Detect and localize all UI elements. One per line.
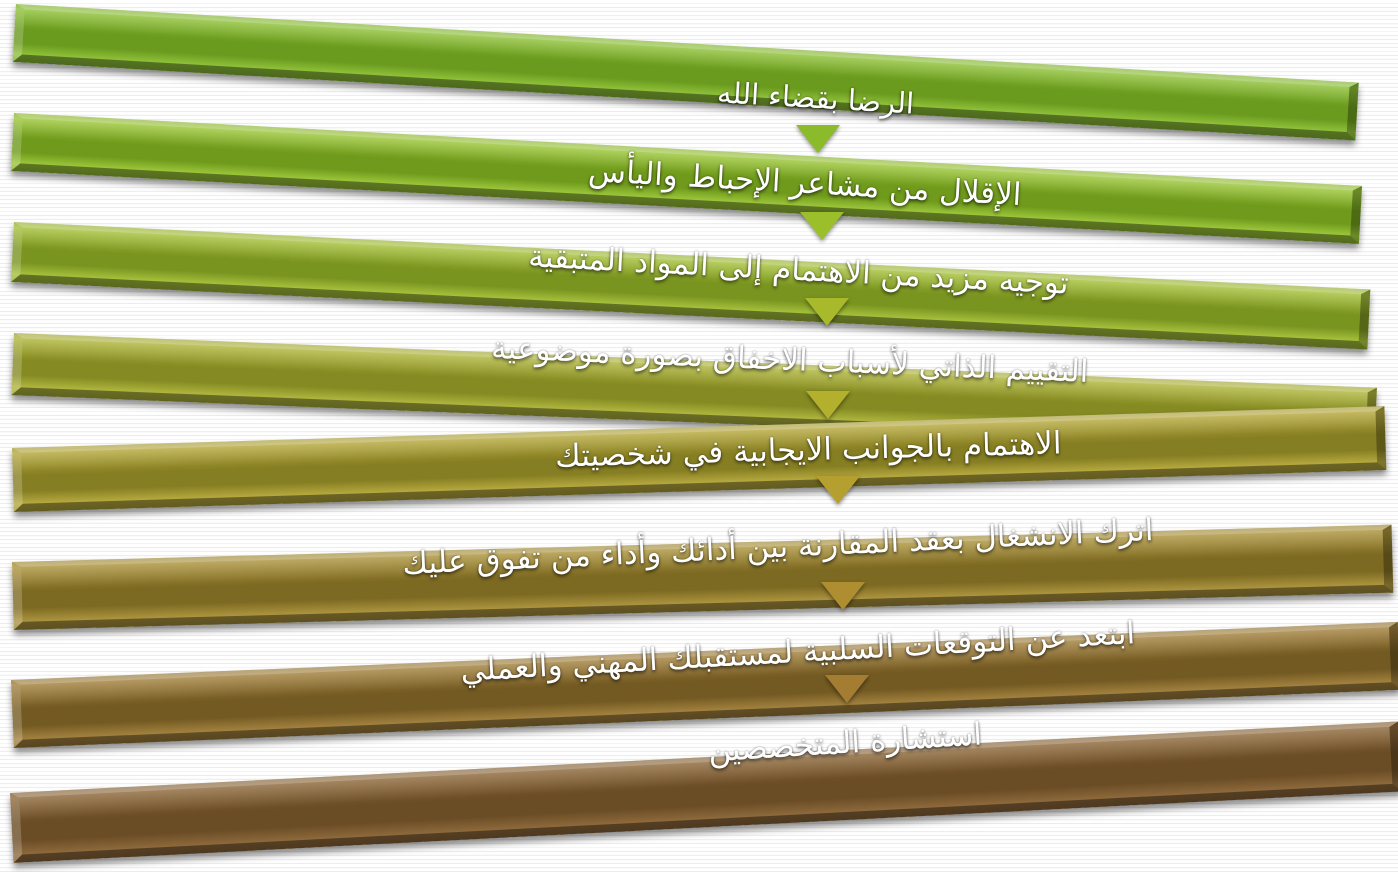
down-arrow-icon: [800, 212, 844, 240]
down-arrow-icon: [816, 476, 860, 504]
down-arrow-icon: [805, 298, 849, 326]
step-band-1: [12, 4, 1359, 141]
down-arrow-icon: [806, 391, 850, 419]
down-arrow-icon: [821, 582, 865, 610]
down-arrow-icon: [825, 675, 869, 703]
down-arrow-icon: [796, 125, 840, 153]
step-band-8: [10, 721, 1398, 863]
step-band-3: [11, 222, 1371, 350]
